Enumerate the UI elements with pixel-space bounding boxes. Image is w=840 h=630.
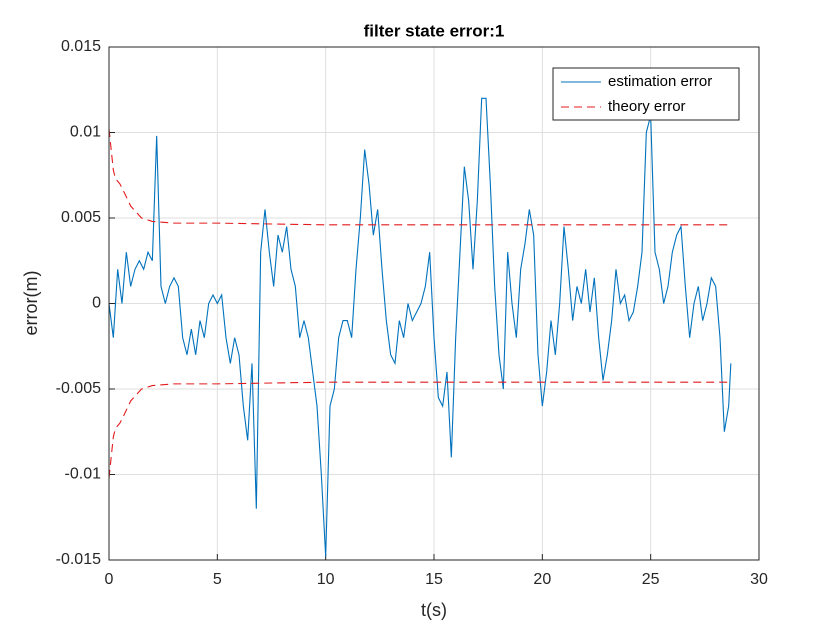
x-tick-label: 25 xyxy=(642,571,660,588)
y-tick-label: 0 xyxy=(92,295,101,312)
legend-box xyxy=(552,67,740,121)
series-line xyxy=(108,381,731,478)
y-tick-label: 0.005 xyxy=(61,209,101,226)
x-tick-label: 10 xyxy=(317,571,335,588)
axes-box xyxy=(108,46,760,561)
y-tick-label: -0.015 xyxy=(56,551,101,568)
x-tick-label: 30 xyxy=(750,571,768,588)
y-axis-label: error(m) xyxy=(21,271,41,336)
legend-label: theory error xyxy=(608,98,686,115)
x-tick-label: 15 xyxy=(425,571,443,588)
series-line xyxy=(108,97,732,557)
legend-label: estimation error xyxy=(608,73,712,90)
chart-title: filter state error:1 xyxy=(364,21,505,40)
y-tick-label: -0.01 xyxy=(65,466,102,483)
y-tick-label: 0.015 xyxy=(61,38,101,55)
y-tick-label: -0.005 xyxy=(56,380,101,397)
y-tick-label: 0.01 xyxy=(70,124,101,141)
series-line xyxy=(108,129,731,226)
x-tick-label: 20 xyxy=(533,571,551,588)
x-tick-label: 0 xyxy=(105,571,114,588)
x-tick-label: 5 xyxy=(213,571,222,588)
x-axis-label: t(s) xyxy=(421,600,447,620)
